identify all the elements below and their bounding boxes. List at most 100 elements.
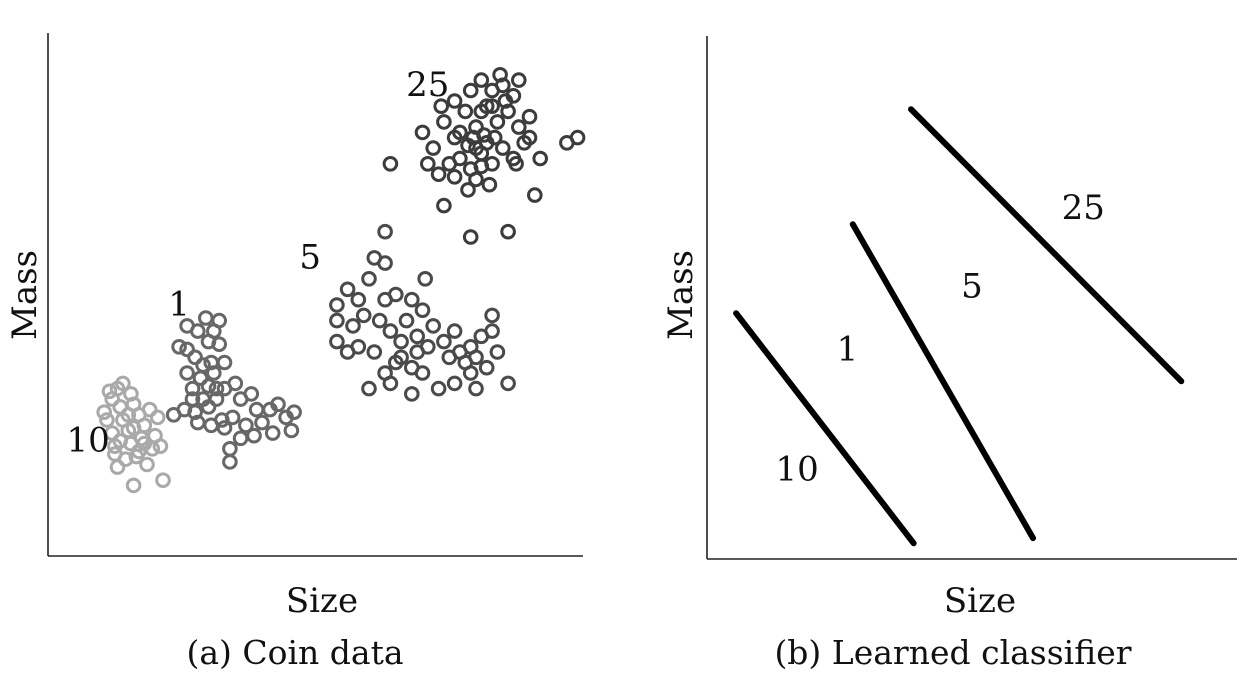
y-axis-label: Mass <box>5 250 45 340</box>
coin-25-point <box>430 166 447 182</box>
coin-25-point <box>532 150 549 167</box>
coin-5-point <box>329 333 345 350</box>
decision-boundaries <box>733 106 1185 547</box>
coin-5-point <box>371 312 388 329</box>
coin-5-point <box>468 380 484 397</box>
coin-25-point <box>473 72 490 88</box>
coin-10-point <box>115 375 131 392</box>
coin-1-point <box>195 357 211 373</box>
coin-25-point <box>521 108 538 125</box>
coin-10-point <box>128 448 145 465</box>
coin-10-point <box>131 407 147 423</box>
coin-1-point <box>184 380 201 397</box>
decision-boundary-line <box>849 221 1036 542</box>
coin-1-point <box>206 365 222 381</box>
coin-25-point <box>420 156 436 172</box>
coin-1-point <box>243 386 260 402</box>
coin-1-point <box>286 404 302 421</box>
coin-1-point <box>264 425 281 441</box>
coin-10-point <box>155 472 171 489</box>
x-axis-label: Size <box>286 581 358 621</box>
panel-caption: (b) Learned classifier <box>774 633 1131 672</box>
coin-25-point <box>508 156 524 172</box>
coin-25-point <box>468 171 484 188</box>
coin-25-point <box>511 72 527 88</box>
coin-5-point <box>382 375 399 392</box>
coin-25-point <box>473 158 490 175</box>
coin-25-point <box>527 187 543 203</box>
region-label: 5 <box>961 267 983 307</box>
coin-25-point <box>382 156 399 172</box>
coin-25-point <box>462 82 479 99</box>
coin-1-point <box>179 365 195 381</box>
coin-5-point <box>484 307 500 324</box>
coin-10-point <box>149 409 166 426</box>
coin-5-point <box>398 312 415 329</box>
coin-25-point <box>452 124 468 141</box>
coin-25-point <box>414 124 431 141</box>
coin-10-point <box>125 477 142 494</box>
coin-1-point <box>208 391 225 407</box>
coin-10-point <box>136 435 153 452</box>
coin-1-point <box>232 430 249 447</box>
coin-5-point <box>393 333 409 350</box>
coin-10-point <box>152 438 169 455</box>
coin-1-point <box>200 399 217 415</box>
coin-10-point <box>125 420 142 436</box>
coin-5-point <box>484 323 500 339</box>
coin-5-point <box>339 281 356 298</box>
coin-10-point <box>123 386 139 402</box>
coin-25-point <box>436 197 452 214</box>
coin-5-point <box>468 349 484 366</box>
coin-25-point <box>497 93 514 109</box>
learned-classifier-panel: 10 1 5 25 Size Mass (b) Learned classifier <box>661 36 1237 672</box>
coin-5-point <box>446 323 463 339</box>
x-axis-label: Size <box>944 581 1016 621</box>
coin-5-point <box>436 333 452 350</box>
coin-5-point <box>366 250 383 266</box>
decision-boundary-line <box>908 106 1185 385</box>
coin-1-point <box>238 417 254 434</box>
coin-5-point <box>404 386 420 402</box>
coin-25-point <box>433 98 450 114</box>
coin-5-point <box>361 380 377 397</box>
coin-5-point <box>478 359 495 376</box>
coin-5-point <box>393 349 409 366</box>
coin-5-point <box>339 344 356 360</box>
region-label: 25 <box>1062 188 1105 228</box>
coin-10-point <box>112 399 128 415</box>
coin-1-point <box>222 454 238 470</box>
coin-5-point <box>500 375 516 392</box>
coin-1-point <box>211 336 227 353</box>
cluster-labels: 25 5 1 10 <box>66 65 449 461</box>
coin-5-point <box>355 307 372 324</box>
coin-25-point <box>511 119 527 135</box>
coin-1-point <box>187 404 203 421</box>
coin-5-point <box>420 339 436 355</box>
coin-25-point <box>425 140 442 156</box>
coin-25-point <box>500 223 516 240</box>
coin-1-point <box>165 407 182 423</box>
coin-25-point <box>462 229 479 245</box>
coin-1-point <box>270 396 286 413</box>
coin-5-point <box>366 344 383 360</box>
coin-5-point <box>489 344 506 360</box>
coin-5-point <box>388 286 404 303</box>
coin-1-point <box>211 312 227 329</box>
coin-1-point <box>283 422 300 439</box>
coin-5-point <box>350 291 367 308</box>
coin-10-point <box>104 425 120 441</box>
coin-5-point <box>329 297 345 313</box>
coin-25-point <box>492 67 508 83</box>
coin-5-point <box>425 318 442 334</box>
coin-25-point <box>441 156 458 172</box>
coin-25-point <box>481 176 498 193</box>
coin-10-point <box>101 383 118 400</box>
coin-5-point <box>329 312 345 329</box>
coin-5-point <box>345 318 361 334</box>
coin-5-point <box>382 323 399 339</box>
coin-5-point <box>414 302 431 319</box>
coin-1-point <box>208 380 225 397</box>
coin-1-point <box>187 349 203 366</box>
